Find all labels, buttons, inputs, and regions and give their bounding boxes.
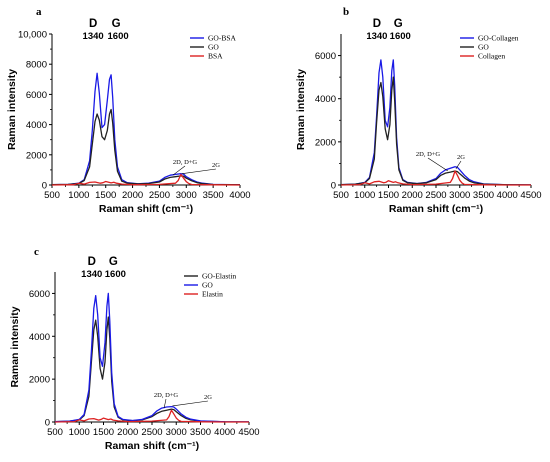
x-tick-label: 3000 xyxy=(449,190,470,201)
x-tick-label: 4500 xyxy=(520,190,541,201)
x-tick-label: 4500 xyxy=(238,427,259,438)
annotation-arrow-2g xyxy=(181,168,217,174)
peak-label-d: D xyxy=(373,18,381,30)
annotation-2g: 2G xyxy=(212,162,220,169)
peak-position-g: 1600 xyxy=(108,31,129,42)
x-tick-label: 3500 xyxy=(190,427,211,438)
annotation-2g: 2G xyxy=(457,154,465,161)
y-tick-label: 6000 xyxy=(26,90,47,101)
x-tick-label: 4000 xyxy=(229,190,250,201)
x-axis-label: Raman shift (cm⁻¹) xyxy=(389,203,483,215)
x-tick-label: 1000 xyxy=(68,190,89,201)
annotation-2g: 2G xyxy=(204,394,212,401)
x-tick-label: 2000 xyxy=(122,190,143,201)
y-tick-label: 8000 xyxy=(26,60,47,71)
x-tick-label: 1500 xyxy=(95,190,116,201)
legend-entry: Elastin xyxy=(202,290,223,299)
x-tick-label: 2500 xyxy=(425,190,446,201)
peak-label-g: G xyxy=(112,18,121,30)
x-axis-label: Raman shift (cm⁻¹) xyxy=(99,203,193,215)
y-tick-label: 6000 xyxy=(29,289,50,300)
legend-entry: GO-Collagen xyxy=(478,34,519,43)
x-tick-label: 500 xyxy=(333,190,349,201)
peak-label-g: G xyxy=(109,256,118,268)
series-line-go xyxy=(340,76,532,186)
y-tick-label: 2000 xyxy=(315,137,336,148)
y-tick-label: 4000 xyxy=(29,332,50,343)
x-tick-label: 4000 xyxy=(497,190,518,201)
peak-label-g: G xyxy=(394,18,403,30)
peak-label-d: D xyxy=(89,18,97,30)
y-tick-label: 0 xyxy=(42,181,47,192)
y-axis-label: Raman intensity xyxy=(6,69,18,150)
x-tick-label: 500 xyxy=(47,427,63,438)
chart-panel-a: a 500 1000 1500 2000 2500 3000 3500 4000 0 2000 400… xyxy=(6,6,251,215)
legend-entry: GO xyxy=(202,281,213,290)
series-line-elastin xyxy=(54,409,249,423)
annotation-arrow-2d xyxy=(427,157,449,172)
peak-label-d: D xyxy=(88,256,96,268)
series-line-go-collagen xyxy=(340,59,532,186)
peak-position-d: 1340 xyxy=(81,269,102,280)
series-line-bsa xyxy=(51,173,241,186)
x-tick-label: 1500 xyxy=(93,427,114,438)
x-tick-label: 2000 xyxy=(117,427,138,438)
series-line-go-elastin xyxy=(54,316,250,423)
y-tick-label: 2000 xyxy=(29,375,50,386)
series-line-go xyxy=(51,108,241,186)
y-tick-label: 0 xyxy=(331,181,336,192)
y-tick-label: 4000 xyxy=(26,120,47,131)
x-tick-label: 1000 xyxy=(354,190,375,201)
annotation-arrow-2d xyxy=(172,165,186,176)
x-tick-label: 3500 xyxy=(473,190,494,201)
x-tick-label: 1500 xyxy=(378,190,399,201)
series-line-go xyxy=(54,292,250,423)
y-axis-label: Raman intensity xyxy=(295,69,307,150)
y-tick-label: 6000 xyxy=(315,51,336,62)
annotation-arrow-2d xyxy=(163,398,167,409)
x-tick-label: 4000 xyxy=(214,427,235,438)
x-tick-label: 3000 xyxy=(166,427,187,438)
y-axis-label: Raman intensity xyxy=(9,306,21,387)
x-tick-label: 3500 xyxy=(203,190,224,201)
peak-position-d: 1340 xyxy=(366,31,387,42)
annotation-arrow-2g xyxy=(455,160,462,169)
x-axis-label: Raman shift (cm⁻¹) xyxy=(105,440,199,452)
x-tick-label: 2500 xyxy=(149,190,170,201)
annotation-2d-dg: 2D, D+G xyxy=(416,151,441,158)
panel-letter: a xyxy=(36,6,42,18)
x-tick-label: 1000 xyxy=(69,427,90,438)
annotation-arrow-2g xyxy=(172,400,209,407)
legend-entry: GO xyxy=(478,43,489,52)
legend-entry: GO-BSA xyxy=(208,34,237,43)
annotation-2d-dg: 2D, D+G xyxy=(154,392,179,399)
panel-letter: c xyxy=(34,246,39,258)
x-tick-label: 3000 xyxy=(176,190,197,201)
series-line-collagen xyxy=(340,170,531,186)
peak-position-d: 1340 xyxy=(83,31,104,42)
legend-entry: GO-Elastin xyxy=(202,272,236,281)
x-tick-label: 2500 xyxy=(141,427,162,438)
peak-position-g: 1600 xyxy=(105,269,126,280)
y-tick-label: 10,000 xyxy=(18,30,47,41)
x-tick-label: 2000 xyxy=(402,190,423,201)
y-tick-label: 0 xyxy=(45,418,50,429)
y-tick-label: 2000 xyxy=(26,150,47,161)
x-tick-label: 500 xyxy=(44,190,60,201)
y-tick-label: 4000 xyxy=(315,94,336,105)
legend-entry: BSA xyxy=(208,52,223,61)
panel-letter: b xyxy=(343,6,349,18)
peak-position-g: 1600 xyxy=(390,31,411,42)
legend-entry: GO xyxy=(208,43,219,52)
annotation-2d-dg: 2D, D+G xyxy=(173,159,198,166)
legend-entry: Collagen xyxy=(478,52,505,61)
